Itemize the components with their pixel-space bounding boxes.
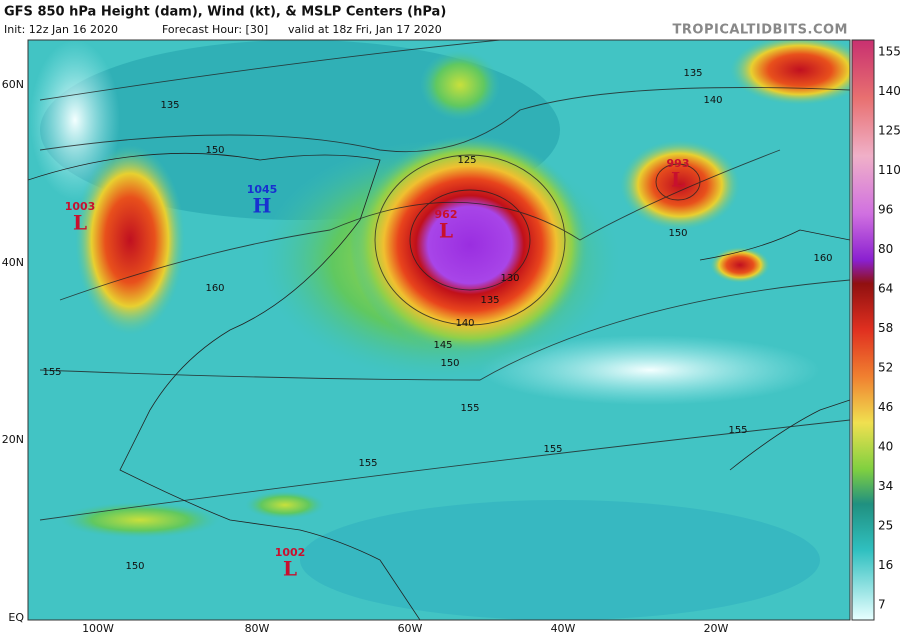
contour-label: 145 xyxy=(433,340,452,351)
longitude-label: 100W xyxy=(82,622,114,635)
colorbar xyxy=(851,39,875,621)
colorbar-label: 16 xyxy=(878,558,893,572)
pressure-value: 993 xyxy=(667,157,690,170)
contour-label: 155 xyxy=(543,444,562,455)
contour-label: 155 xyxy=(460,403,479,414)
valid-time: valid at 18z Fri, Jan 17 2020 xyxy=(288,23,442,36)
contour-label: 150 xyxy=(125,561,144,572)
colorbar-label: 25 xyxy=(878,519,893,533)
contour-label: 155 xyxy=(358,458,377,469)
longitude-label: 60W xyxy=(398,622,423,635)
pressure-value: 1045 xyxy=(247,183,278,196)
pressure-center-letter: L xyxy=(671,168,685,192)
storm-wind xyxy=(350,135,590,355)
colorbar-label: 58 xyxy=(878,321,893,335)
contour-label: 150 xyxy=(440,358,459,369)
wind-field xyxy=(60,502,220,538)
longitude-label: 40W xyxy=(551,622,576,635)
colorbar-label: 34 xyxy=(878,479,893,493)
latitude-label: 40N xyxy=(2,256,24,269)
longitude-label: 80W xyxy=(245,622,270,635)
contour-label: 125 xyxy=(457,155,476,166)
pressure-center-letter: H xyxy=(253,194,272,218)
contour-label: 155 xyxy=(728,425,747,436)
colorbar-label: 52 xyxy=(878,361,893,375)
brand: TROPICALTIDBITS.COM xyxy=(673,23,848,38)
height-contours xyxy=(39,40,850,521)
wind-field xyxy=(420,50,500,120)
contour-label: 140 xyxy=(455,318,474,329)
pressure-value: 1002 xyxy=(275,546,306,559)
colorbar-label: 40 xyxy=(878,440,893,454)
pressure-center-letter: L xyxy=(439,219,453,243)
colorbar-label: 96 xyxy=(878,203,893,217)
coastline xyxy=(699,229,850,471)
calm-area xyxy=(30,40,120,200)
colorbar-label: 7 xyxy=(878,598,886,612)
longitude-label: 20W xyxy=(704,622,729,635)
colorbar-label: 125 xyxy=(878,124,900,138)
contour-label: 155 xyxy=(42,367,61,378)
contour-label: 135 xyxy=(160,100,179,111)
contour-label: 160 xyxy=(813,253,832,264)
colorbar-label: 140 xyxy=(878,84,900,98)
forecast-hour: Forecast Hour: [30] xyxy=(162,23,268,36)
map-frame xyxy=(27,39,851,621)
pressure-value: 1003 xyxy=(65,200,96,213)
latitude-label: EQ xyxy=(8,611,24,624)
contour-label: 135 xyxy=(480,295,499,306)
wind-field xyxy=(245,491,325,519)
contour-label: 150 xyxy=(205,145,224,156)
calm-area xyxy=(480,335,820,405)
contour-label: 135 xyxy=(683,68,702,79)
storm-wind xyxy=(710,247,770,283)
contour-label: 160 xyxy=(205,283,224,294)
colorbar-label: 80 xyxy=(878,242,893,256)
latitude-label: 60N xyxy=(2,78,24,91)
contour-label: 140 xyxy=(703,95,722,106)
colorbar-label: 46 xyxy=(878,400,893,414)
colorbar-label: 110 xyxy=(878,163,900,177)
colorbar-label: 155 xyxy=(878,45,900,59)
pressure-center-letter: L xyxy=(73,211,87,235)
jet-wind xyxy=(75,145,185,335)
coastline xyxy=(28,152,421,620)
wind-field xyxy=(730,40,850,105)
map-title: GFS 850 hPa Height (dam), Wind (kt), & M… xyxy=(4,5,446,20)
contour-label: 130 xyxy=(500,273,519,284)
pressure-value: 962 xyxy=(435,208,458,221)
init-time: Init: 12z Jan 16 2020 xyxy=(4,23,118,36)
map-area xyxy=(28,40,850,620)
contour-label: 150 xyxy=(668,228,687,239)
pressure-center-letter: L xyxy=(283,557,297,581)
latitude-label: 20N xyxy=(2,433,24,446)
colorbar-label: 64 xyxy=(878,282,893,296)
storm-wind xyxy=(620,140,740,230)
wind-field xyxy=(300,500,820,620)
